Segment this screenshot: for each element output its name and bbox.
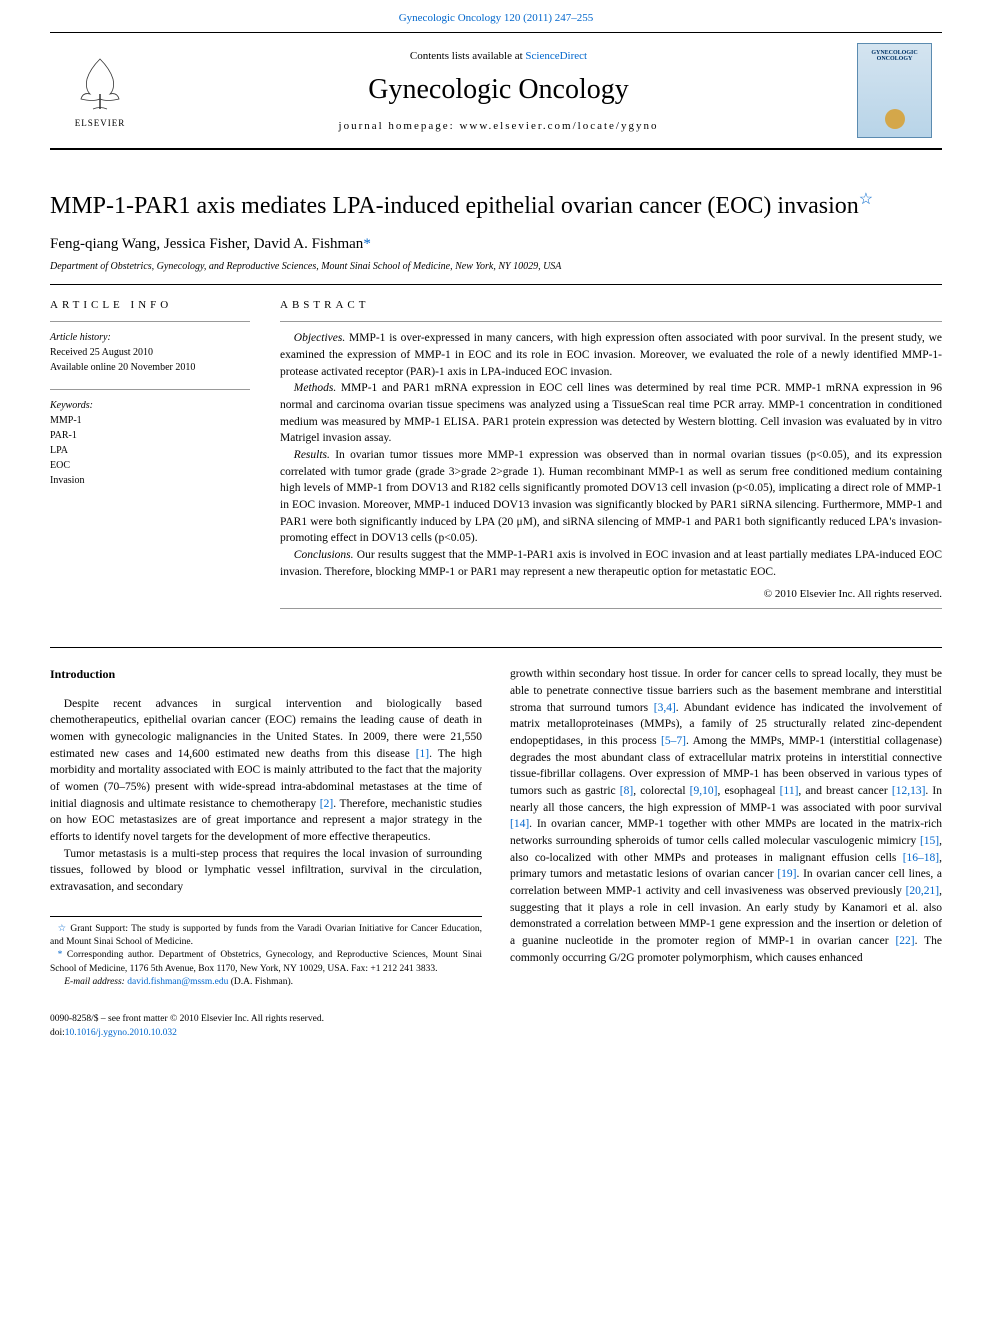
ref-link[interactable]: [9,10] — [690, 785, 718, 797]
ref-link[interactable]: [5–7] — [661, 735, 686, 747]
journal-header: ELSEVIER Contents lists available at Sci… — [50, 32, 942, 150]
journal-title: Gynecologic Oncology — [140, 74, 857, 106]
elsevier-tree-icon — [75, 54, 125, 114]
article-title: MMP-1-PAR1 axis mediates LPA-induced epi… — [50, 190, 942, 222]
doi-line: doi:10.1016/j.ygyno.2010.10.032 — [50, 1027, 469, 1040]
email-link[interactable]: david.fishman@mssm.edu — [127, 977, 228, 987]
body-columns: Introduction Despite recent advances in … — [50, 666, 942, 989]
elsevier-logo: ELSEVIER — [60, 46, 140, 136]
header-center: Contents lists available at ScienceDirec… — [140, 50, 857, 132]
article-info-column: ARTICLE INFO Article history: Received 2… — [50, 299, 250, 617]
journal-citation-top: Gynecologic Oncology 120 (2011) 247–255 — [0, 0, 992, 32]
intro-heading: Introduction — [50, 666, 482, 683]
ref-link[interactable]: [15] — [920, 835, 939, 847]
email-footnote: E-mail address: david.fishman@mssm.edu (… — [50, 976, 482, 989]
intro-para-1: Despite recent advances in surgical inte… — [50, 696, 482, 846]
abstract-text: Objectives. MMP-1 is over-expressed in m… — [280, 330, 942, 580]
footnotes: ☆ Grant Support: The study is supported … — [50, 916, 482, 989]
ref-link[interactable]: [2] — [320, 798, 333, 810]
journal-cover-thumb: GYNECOLOGIC ONCOLOGY — [857, 43, 932, 138]
abstract-column: ABSTRACT Objectives. MMP-1 is over-expre… — [280, 299, 942, 617]
affiliation: Department of Obstetrics, Gynecology, an… — [50, 261, 942, 272]
article-history: Article history: Received 25 August 2010… — [50, 330, 250, 375]
ref-link[interactable]: [20,21] — [906, 885, 940, 897]
abstract-copyright: © 2010 Elsevier Inc. All rights reserved… — [280, 588, 942, 600]
sciencedirect-link[interactable]: ScienceDirect — [525, 50, 587, 62]
page-footer: 0090-8258/$ – see front matter © 2010 El… — [50, 1005, 942, 1040]
cover-icon — [885, 109, 905, 129]
meta-divider — [50, 321, 250, 322]
ref-link[interactable]: [1] — [416, 748, 429, 760]
body-column-right: growth within secondary host tissue. In … — [510, 666, 942, 989]
corresponding-mark: * — [363, 236, 371, 252]
meta-divider — [50, 389, 250, 390]
body-divider — [50, 647, 942, 648]
elsevier-text: ELSEVIER — [75, 118, 126, 128]
ref-link[interactable]: [3,4] — [654, 702, 676, 714]
journal-homepage: journal homepage: www.elsevier.com/locat… — [140, 120, 857, 132]
author-list: Feng-qiang Wang, Jessica Fisher, David A… — [50, 236, 942, 253]
abstract-bottom-divider — [280, 608, 942, 609]
keywords-block: Keywords: MMP-1 PAR-1 LPA EOC Invasion — [50, 398, 250, 488]
ref-link[interactable]: [11] — [780, 785, 799, 797]
body-column-left: Introduction Despite recent advances in … — [50, 666, 482, 989]
ref-link[interactable]: [19] — [777, 868, 796, 880]
contents-available-line: Contents lists available at ScienceDirec… — [140, 50, 857, 62]
meta-abstract-row: ARTICLE INFO Article history: Received 2… — [50, 299, 942, 617]
title-divider — [50, 284, 942, 285]
ref-link[interactable]: [16–18] — [903, 852, 939, 864]
cover-label: GYNECOLOGIC ONCOLOGY — [862, 50, 927, 62]
grant-footnote: ☆ Grant Support: The study is supported … — [50, 923, 482, 950]
article-info-label: ARTICLE INFO — [50, 299, 250, 311]
intro-para-2: Tumor metastasis is a multi-step process… — [50, 846, 482, 896]
ref-link[interactable]: [8] — [620, 785, 633, 797]
corr-footnote: * Corresponding author. Department of Ob… — [50, 949, 482, 976]
front-matter: 0090-8258/$ – see front matter © 2010 El… — [50, 1013, 469, 1026]
doi-link[interactable]: 10.1016/j.ygyno.2010.10.032 — [65, 1028, 177, 1038]
ref-link[interactable]: [14] — [510, 818, 529, 830]
ref-link[interactable]: [22] — [895, 935, 914, 947]
abstract-label: ABSTRACT — [280, 299, 942, 311]
star-note-icon: ☆ — [859, 191, 873, 208]
abstract-divider — [280, 321, 942, 322]
journal-citation-link[interactable]: Gynecologic Oncology 120 (2011) 247–255 — [399, 12, 594, 24]
intro-para-cont: growth within secondary host tissue. In … — [510, 666, 942, 966]
ref-link[interactable]: [12,13] — [892, 785, 926, 797]
